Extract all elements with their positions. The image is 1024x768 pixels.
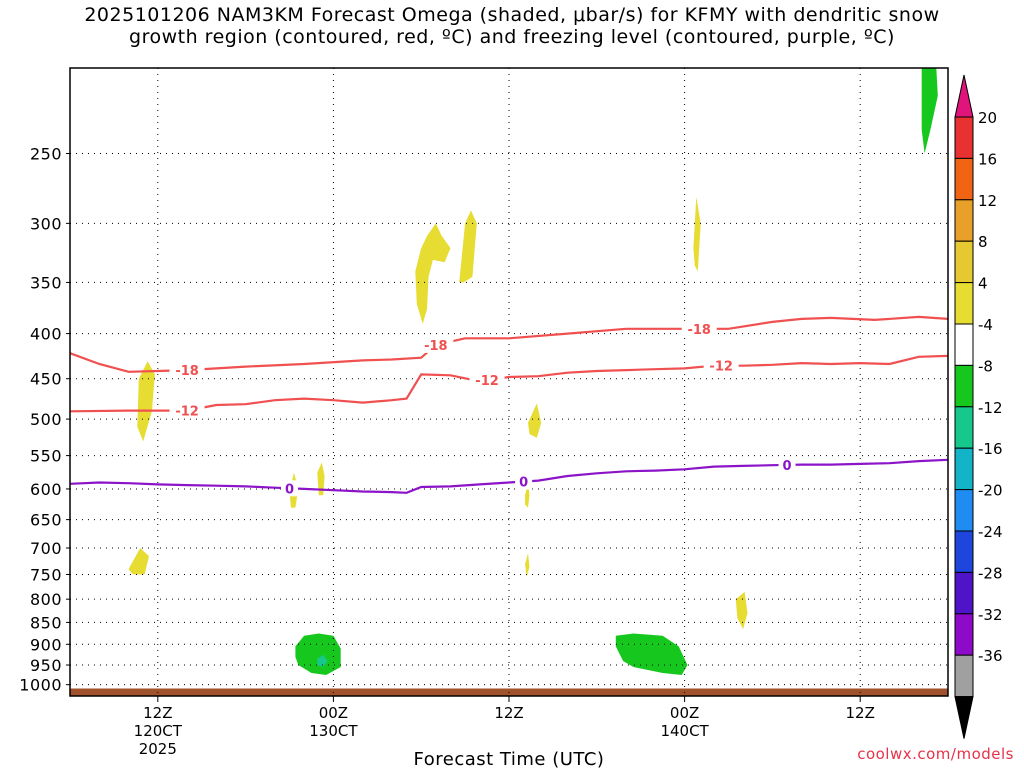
colorbar-label-14: -36 <box>978 647 1003 665</box>
omega-region-7 <box>693 196 701 272</box>
plot-frame <box>69 67 949 697</box>
y-tick-label-850: 850 <box>30 613 62 632</box>
omega-region-4 <box>317 462 325 496</box>
colorbar-label-5: 4 <box>978 275 988 293</box>
x-tick-label-42-1: 00Z <box>670 704 699 722</box>
colorbar-label-2: 16 <box>978 150 997 168</box>
y-tick-label-950: 950 <box>30 656 62 675</box>
y-tick-label-750: 750 <box>30 565 62 584</box>
colorbar-band-14 <box>954 654 974 698</box>
contour-line-2 <box>70 354 948 413</box>
credit-link[interactable]: coolwx.com/models <box>857 745 1014 763</box>
y-tick-label-300: 300 <box>30 214 62 233</box>
colorbar-label-7: -8 <box>978 357 993 375</box>
omega-region-13 <box>317 654 328 667</box>
y-tick-label-800: 800 <box>30 590 62 609</box>
omega-region-14 <box>615 633 688 675</box>
x-tick-label-30-1: 12Z <box>494 704 523 722</box>
omega-region-15 <box>921 68 938 154</box>
colorbar-band-7 <box>954 364 974 408</box>
plot-area: -18 -18 -18 -12 -12 -12 0 0 0 <box>70 68 948 696</box>
omega-region-6 <box>459 210 477 283</box>
y-tick-label-450: 450 <box>30 370 62 389</box>
colorbar: 20 16 12 8 4 -4 -8 -12 -16 -20 -24 -28 -32 -36 <box>954 74 1003 739</box>
colorbar-band-4 <box>954 240 974 284</box>
colorbar-label-13: -32 <box>978 606 1003 624</box>
colorbar-band-10 <box>954 489 974 532</box>
contour-label-bg <box>169 362 205 379</box>
colorbar-band-11 <box>954 530 974 573</box>
colorbar-label-3: 12 <box>978 192 997 210</box>
omega-region-10 <box>525 553 530 577</box>
colorbar-band-2 <box>954 157 974 201</box>
colorbar-band-8 <box>954 406 974 449</box>
contour-label-bg <box>281 480 298 497</box>
y-tick-label-250: 250 <box>30 144 62 163</box>
y-tick-label-600: 600 <box>30 480 62 499</box>
colorbar-label-11: -24 <box>978 523 1003 541</box>
y-tick-label-550: 550 <box>30 447 62 466</box>
y-tick-label-650: 650 <box>30 511 62 530</box>
y-tick-label-400: 400 <box>30 325 62 344</box>
colorbar-bottom-arrow <box>954 696 974 739</box>
colorbar-label-8: -12 <box>978 399 1003 417</box>
omega-region-1 <box>137 361 155 442</box>
contour-label-1-3: -18 <box>687 323 711 338</box>
contour-label-2-1: -12 <box>175 405 199 420</box>
x-tick-label-18-1: 00Z <box>319 704 348 722</box>
y-tick-label-700: 700 <box>30 539 62 558</box>
y-tick-label-500: 500 <box>30 410 62 429</box>
colorbar-band-13 <box>954 613 974 656</box>
x-axis-label: Forecast Time (UTC) <box>414 749 605 768</box>
omega-region-5 <box>415 223 451 324</box>
x-tick-label-54-1: 12Z <box>846 704 875 722</box>
x-tick-label-6-2: 120CT <box>134 722 183 740</box>
colorbar-band-3 <box>954 199 974 242</box>
colorbar-label-10: -20 <box>978 482 1003 500</box>
colorbar-label-6: -4 <box>978 316 993 334</box>
colorbar-band-5 <box>954 282 974 325</box>
x-tick-label-42-2: 140CT <box>660 722 709 740</box>
colorbar-label-12: -28 <box>978 564 1003 582</box>
contour-label-bg <box>469 372 505 389</box>
x-tick-label-6-3: 2025 <box>139 740 177 758</box>
contour-label-bg <box>418 336 454 353</box>
omega-region-8 <box>528 403 542 438</box>
colorbar-band-1 <box>954 116 974 159</box>
omega-region-11 <box>735 591 748 630</box>
contour-label-1-2: -18 <box>424 339 448 354</box>
chart-title-line-2: growth region (contoured, red, ºC) and f… <box>129 26 895 48</box>
colorbar-label-1: 20 <box>978 109 997 127</box>
contour-label-bg <box>778 456 796 473</box>
chart-title-line-1: 2025101206 NAM3KM Forecast Omega (shaded… <box>84 4 940 26</box>
contour-label-2-2: -12 <box>475 374 499 389</box>
contour-label-bg <box>703 357 739 374</box>
contour-label-3-2: 0 <box>519 476 528 491</box>
x-tick-label-18-2: 130CT <box>309 722 358 740</box>
contour-label-1-1: -18 <box>175 364 199 379</box>
contour-label-bg <box>681 320 717 337</box>
contour-line-3 <box>70 458 948 494</box>
contour-label-3-3: 0 <box>783 459 792 474</box>
colorbar-band-12 <box>954 571 974 615</box>
contour-label-3-1: 0 <box>285 482 294 497</box>
colorbar-band-9 <box>954 447 974 491</box>
colorbar-top-arrow <box>954 74 974 118</box>
colorbar-label-9: -16 <box>978 440 1003 458</box>
y-tick-label-900: 900 <box>30 635 62 654</box>
colorbar-band-6 <box>954 323 974 366</box>
y-tick-label-350: 350 <box>30 273 62 292</box>
x-tick-label-6-1: 12Z <box>143 704 172 722</box>
omega-region-2 <box>128 548 149 575</box>
omega-region-12 <box>295 633 341 675</box>
chart-title: 2025101206 NAM3KM Forecast Omega (shaded… <box>0 4 1024 48</box>
contour-label-bg <box>169 402 205 419</box>
y-tick-label-1000: 1000 <box>19 676 62 695</box>
contour-label-2-3: -12 <box>709 360 733 375</box>
colorbar-label-4: 8 <box>978 233 988 251</box>
contour-label-bg <box>515 473 533 490</box>
